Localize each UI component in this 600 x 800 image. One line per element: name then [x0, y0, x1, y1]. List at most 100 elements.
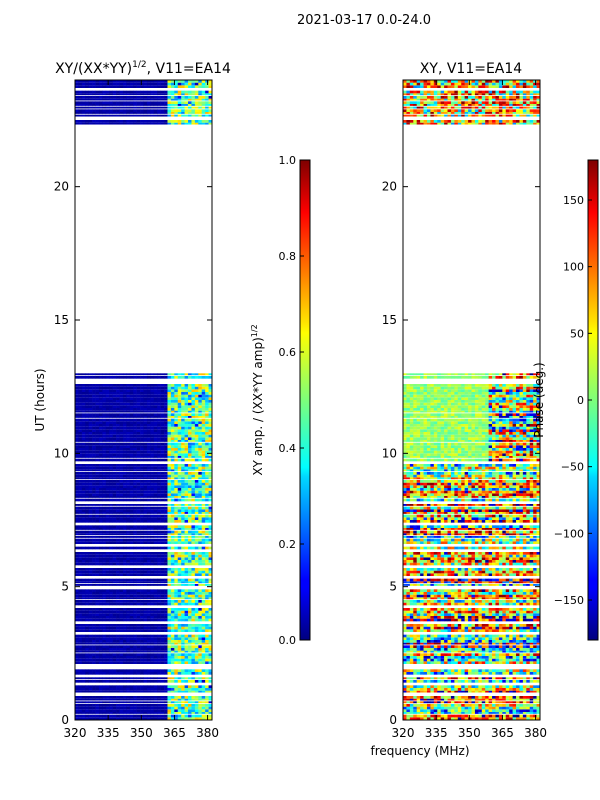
amp-cell	[136, 536, 141, 538]
amp-cell	[174, 424, 179, 427]
amp-cell	[191, 661, 196, 664]
amp-cell	[116, 498, 120, 502]
amp-cell	[160, 480, 165, 483]
amp-cell	[208, 477, 212, 480]
amp-cell	[95, 570, 100, 574]
amp-cell	[95, 400, 100, 403]
amp-cell	[81, 696, 86, 699]
amp-cell	[98, 618, 103, 622]
amp-cell	[116, 698, 120, 701]
amp-cell	[191, 613, 196, 616]
amp-cell	[170, 90, 175, 94]
amp-cell	[170, 669, 175, 672]
amp-cell	[126, 482, 131, 486]
amp-cell	[146, 648, 151, 651]
amp-cell	[102, 509, 107, 512]
amp-cell	[92, 512, 96, 514]
amp-cell	[153, 122, 158, 125]
amp-cell	[122, 562, 127, 566]
amp-cell	[174, 96, 179, 99]
amp-cell	[198, 418, 203, 422]
amp-cell	[88, 554, 93, 558]
amp-cell	[133, 394, 137, 398]
amp-cell	[188, 488, 192, 491]
amp-cell	[160, 538, 165, 542]
amp-cell	[170, 650, 175, 653]
amp-cell	[119, 618, 124, 622]
amp-cell	[198, 485, 203, 488]
amp-cell	[153, 701, 158, 704]
amp-cell	[160, 560, 165, 563]
amp-cell	[119, 485, 124, 488]
amp-cell	[174, 640, 179, 643]
amp-cell	[78, 98, 83, 101]
amp-cell	[102, 672, 107, 675]
amp-cell	[188, 706, 192, 710]
amp-cell	[164, 517, 168, 520]
amp-cell	[191, 464, 196, 467]
amp-cell	[75, 506, 79, 510]
amp-cell	[164, 96, 168, 99]
amp-cell	[153, 677, 158, 680]
amp-cell	[198, 648, 203, 651]
amp-cell	[122, 408, 127, 411]
amp-cell	[95, 608, 100, 611]
amp-cell	[109, 85, 113, 88]
amp-cell	[143, 416, 148, 418]
amp-cell	[194, 578, 199, 582]
amp-cell	[208, 421, 212, 424]
amp-cell	[109, 685, 113, 688]
amp-cell	[201, 114, 206, 117]
amp-cell	[153, 658, 158, 662]
amp-cell	[150, 386, 155, 390]
amp-cell	[98, 488, 103, 491]
amp-cell	[78, 536, 83, 538]
amp-cell	[167, 96, 172, 99]
amp-cell	[201, 536, 206, 538]
amp-cell	[157, 533, 161, 536]
amp-cell	[140, 557, 144, 560]
amp-cell	[81, 557, 86, 560]
amp-cell	[112, 373, 117, 376]
amp-cell	[81, 504, 86, 506]
amp-cell	[98, 114, 103, 117]
amp-cell	[201, 677, 206, 680]
amp-cell	[85, 525, 89, 528]
amp-cell	[205, 648, 209, 651]
amp-cell	[177, 642, 182, 645]
amp-cell	[133, 714, 137, 718]
amp-cell	[102, 592, 107, 595]
amp-cell	[78, 698, 83, 701]
amp-cell	[85, 661, 89, 664]
amp-cell	[184, 541, 189, 544]
amp-cell	[188, 717, 192, 720]
amp-cell	[122, 434, 127, 438]
amp-cell	[184, 426, 189, 430]
amp-cell	[119, 413, 124, 416]
amp-cell	[153, 712, 158, 714]
amp-cell	[208, 589, 212, 592]
amp-cell	[102, 538, 107, 542]
amp-cell	[98, 437, 103, 440]
amp-cell	[112, 637, 117, 640]
amp-cell	[105, 629, 110, 632]
amp-cell	[205, 514, 209, 518]
amp-cell	[88, 456, 93, 458]
amp-cell	[75, 482, 79, 486]
amp-cell	[122, 557, 127, 560]
amp-cell	[102, 613, 107, 616]
amp-cell	[181, 650, 185, 653]
amp-cell	[122, 714, 127, 718]
amp-cell	[92, 469, 96, 472]
amp-cell	[122, 114, 127, 117]
amp-cell	[181, 634, 185, 638]
amp-cell	[146, 514, 151, 518]
amp-cell	[136, 512, 141, 514]
amp-cell	[112, 712, 117, 714]
amp-cell	[98, 482, 103, 486]
amp-cell	[157, 453, 161, 456]
amp-cell	[102, 557, 107, 560]
amp-cell	[92, 488, 96, 491]
amp-cell	[194, 106, 199, 109]
